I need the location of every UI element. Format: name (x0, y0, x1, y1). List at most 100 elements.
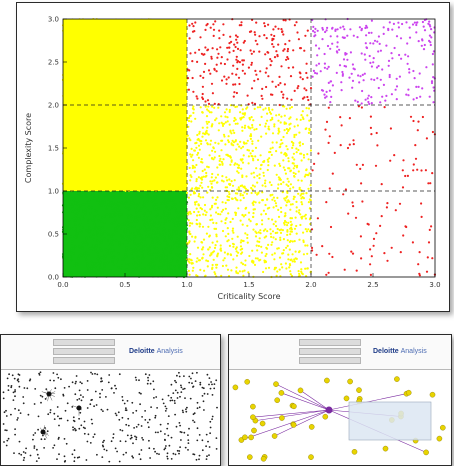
scatter-point (92, 147, 95, 150)
scatter-point (114, 185, 117, 188)
scatter-point (430, 36, 433, 39)
scatter-point (105, 97, 108, 101)
scatter-point (372, 244, 375, 247)
scatter-point (429, 182, 432, 185)
scatter-point (210, 55, 213, 58)
scatter-point (251, 249, 254, 252)
scatter-point (166, 165, 169, 168)
scatter-point (260, 251, 263, 254)
network-node (175, 425, 178, 428)
scatter-point (167, 267, 170, 271)
scatter-point (186, 162, 189, 165)
scatter-point (164, 42, 167, 45)
scatter-point (232, 141, 236, 144)
scatter-point (232, 49, 235, 53)
scatter-point (134, 207, 137, 210)
scatter-point (178, 92, 181, 95)
network-node (86, 440, 89, 443)
network-node (205, 458, 208, 460)
scatter-point (256, 174, 259, 177)
scatter-point (105, 134, 108, 137)
scatter-point (93, 127, 96, 130)
scatter-point (420, 44, 423, 47)
scatter-point (267, 160, 270, 163)
scatter-point (241, 194, 244, 197)
scatter-point (108, 179, 111, 183)
scatter-point (199, 206, 202, 210)
scatter-point (284, 19, 287, 22)
network-thumbnail-right[interactable]: Deloitte Analysis (228, 334, 452, 466)
scatter-point (183, 86, 186, 89)
scatter-point (389, 159, 392, 162)
scatter-point (286, 195, 289, 198)
scatter-point (142, 55, 146, 58)
scatter-point (210, 182, 213, 185)
scatter-point (82, 85, 85, 88)
scatter-point (112, 215, 115, 218)
network-node (86, 407, 89, 409)
scatter-point (289, 75, 293, 78)
scatter-point (224, 121, 227, 124)
scatter-point (155, 43, 158, 46)
scatter-point (96, 47, 99, 50)
network-node (43, 447, 45, 449)
scatter-point (180, 59, 183, 62)
scatter-point (72, 247, 75, 250)
scatter-point (349, 28, 352, 31)
scatter-point (173, 67, 176, 70)
scatter-point (119, 105, 122, 108)
scatter-point (127, 216, 130, 219)
scatter-point (227, 232, 230, 235)
scatter-point (164, 74, 167, 78)
scatter-point (306, 114, 309, 117)
scatter-point (295, 118, 298, 121)
scatter-point (136, 158, 139, 161)
scatter-point (235, 148, 238, 151)
scatter-point (289, 273, 292, 276)
scatter-point (128, 110, 131, 113)
scatter-point (234, 213, 237, 217)
scatter-point (167, 265, 170, 269)
scatter-point (165, 127, 169, 130)
scatter-point (166, 37, 169, 40)
network-edge (274, 409, 330, 437)
scatter-point (142, 248, 145, 251)
scatter-point (131, 110, 134, 114)
scatter-point (183, 209, 186, 212)
scatter-point (167, 45, 170, 48)
scatter-point (296, 87, 299, 90)
scatter-point (216, 252, 220, 255)
scatter-point (388, 73, 391, 77)
network-node (167, 422, 169, 425)
scatter-point (75, 139, 78, 142)
scatter-point (137, 264, 140, 267)
scatter-point (298, 272, 301, 275)
scatter-point (295, 151, 298, 154)
network-node (81, 382, 83, 385)
scatter-point (224, 201, 227, 204)
scatter-point (169, 115, 172, 118)
network-node (121, 429, 124, 432)
scatter-point (63, 154, 66, 157)
scatter-point (387, 64, 390, 67)
scatter-point (153, 223, 156, 226)
scatter-point (135, 180, 138, 183)
scatter-point (116, 206, 119, 209)
scatter-point (162, 86, 165, 89)
network-node (53, 412, 56, 415)
scatter-point (161, 133, 164, 137)
network-thumbnail-left[interactable]: Deloitte Analysis (0, 334, 221, 466)
scatter-point (339, 144, 342, 147)
scatter-point (133, 68, 136, 71)
scatter-point (124, 63, 127, 66)
scatter-point (208, 246, 211, 249)
scatter-point (76, 47, 79, 50)
scatter-point (151, 22, 154, 25)
scatter-point (289, 183, 292, 186)
scatter-point (91, 79, 95, 82)
scatter-point (230, 40, 233, 44)
network-node (29, 454, 32, 457)
scatter-point (155, 46, 158, 49)
scatter-point (280, 263, 283, 266)
scatter-point (215, 198, 218, 201)
